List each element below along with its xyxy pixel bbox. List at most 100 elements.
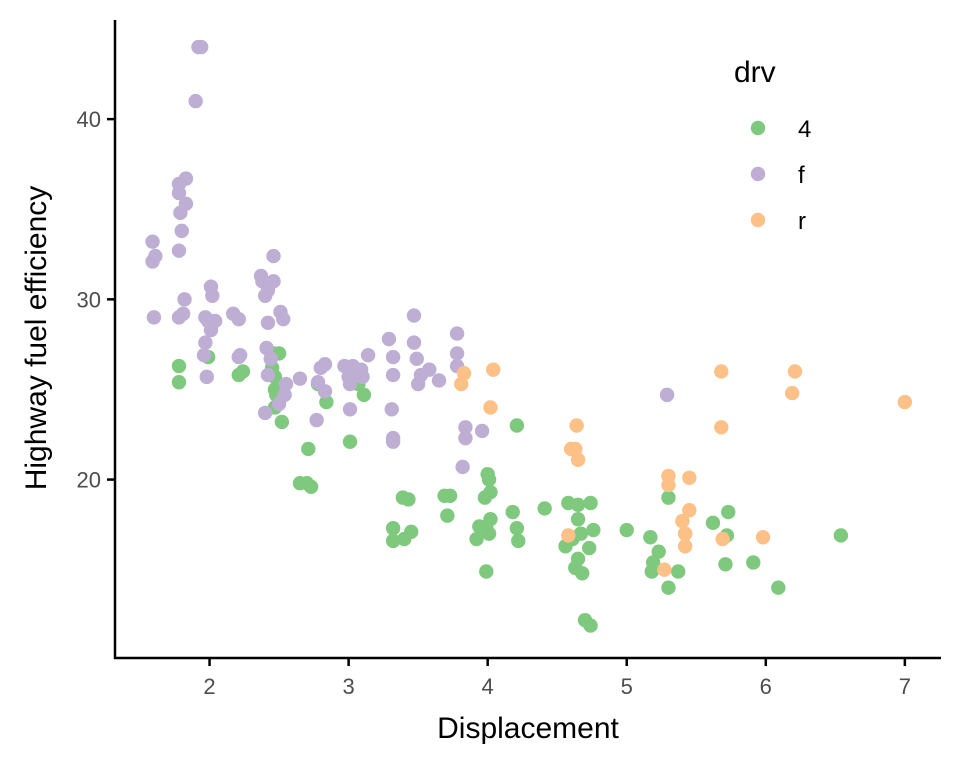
data-point-drv-4 bbox=[643, 530, 658, 545]
legend-label: r bbox=[798, 208, 806, 235]
x-tick-label: 3 bbox=[342, 674, 354, 699]
data-point-drv-4 bbox=[537, 501, 552, 516]
data-point-drv-4 bbox=[442, 488, 458, 503]
data-point-drv-f bbox=[385, 367, 401, 383]
data-point-drv-r bbox=[714, 420, 729, 435]
legend-title: drv bbox=[734, 56, 776, 89]
data-point-drv-r bbox=[714, 364, 729, 379]
data-point-drv-4 bbox=[481, 472, 497, 487]
data-point-drv-r bbox=[682, 503, 697, 518]
data-point-drv-r bbox=[682, 470, 697, 485]
data-point-drv-4 bbox=[319, 394, 334, 410]
data-point-drv-4 bbox=[401, 492, 416, 507]
data-point-drv-4 bbox=[403, 524, 419, 540]
data-point-drv-4 bbox=[583, 495, 598, 511]
data-point-drv-4 bbox=[171, 358, 187, 374]
data-point-drv-f bbox=[177, 292, 192, 307]
data-point-drv-f bbox=[422, 362, 437, 377]
data-point-drv-4 bbox=[481, 526, 497, 541]
data-point-drv-4 bbox=[705, 515, 721, 531]
x-tick-label: 6 bbox=[760, 674, 772, 699]
data-point-drv-f bbox=[171, 185, 187, 201]
points-layer bbox=[145, 39, 913, 633]
data-point-drv-4 bbox=[342, 434, 358, 449]
data-point-drv-f bbox=[458, 430, 473, 446]
data-point-drv-r bbox=[483, 400, 498, 415]
data-point-drv-f bbox=[145, 234, 160, 249]
data-point-drv-4 bbox=[644, 564, 659, 579]
y-tick-label: 40 bbox=[77, 107, 101, 132]
data-point-drv-4 bbox=[303, 479, 319, 494]
legend: drv 4 fr bbox=[734, 56, 811, 235]
data-point-drv-f bbox=[431, 373, 447, 388]
data-point-drv-f bbox=[360, 348, 376, 363]
data-point-drv-f bbox=[194, 39, 209, 55]
data-point-drv-4 bbox=[570, 497, 586, 513]
y-tick-label: 30 bbox=[77, 287, 101, 312]
data-point-drv-f bbox=[207, 313, 223, 329]
data-point-drv-r bbox=[897, 394, 913, 410]
data-point-drv-r bbox=[755, 530, 771, 545]
data-point-drv-4 bbox=[483, 512, 498, 527]
data-point-drv-f bbox=[406, 308, 422, 323]
data-point-drv-f bbox=[659, 387, 675, 403]
data-point-drv-f bbox=[260, 283, 276, 298]
y-axis-title: Highway fuel efficiency bbox=[20, 186, 53, 491]
data-point-drv-f bbox=[292, 371, 308, 386]
data-point-drv-4 bbox=[586, 522, 601, 538]
data-point-drv-4 bbox=[575, 566, 590, 581]
x-axis-ticks: 2 3 4 5 6 7 bbox=[203, 658, 911, 699]
data-point-drv-4 bbox=[619, 522, 634, 538]
data-point-drv-4 bbox=[581, 540, 597, 556]
data-point-drv-r bbox=[661, 477, 676, 493]
data-point-drv-r bbox=[561, 528, 576, 543]
data-point-drv-4 bbox=[670, 564, 686, 579]
data-point-drv-4 bbox=[477, 490, 493, 505]
data-point-drv-f bbox=[198, 335, 213, 350]
data-point-drv-4 bbox=[509, 521, 525, 536]
data-point-drv-4 bbox=[661, 580, 676, 595]
data-point-drv-r bbox=[715, 531, 730, 547]
data-point-drv-4 bbox=[385, 533, 401, 549]
data-point-drv-f bbox=[455, 459, 470, 475]
data-point-drv-4 bbox=[479, 564, 494, 579]
data-point-drv-4 bbox=[718, 557, 733, 572]
data-point-drv-4 bbox=[301, 441, 316, 457]
data-point-drv-r bbox=[677, 539, 693, 554]
data-point-drv-r bbox=[570, 452, 586, 467]
data-point-drv-r bbox=[563, 441, 579, 457]
data-point-drv-r bbox=[454, 376, 469, 392]
data-point-drv-f bbox=[260, 367, 276, 383]
legend-key-drv-f bbox=[750, 166, 766, 182]
data-point-drv-f bbox=[146, 310, 162, 325]
data-point-drv-f bbox=[385, 434, 401, 449]
data-point-drv-f bbox=[277, 387, 292, 403]
data-point-drv-4 bbox=[171, 375, 187, 390]
data-point-drv-f bbox=[381, 331, 397, 347]
data-point-drv-f bbox=[231, 349, 246, 365]
data-point-drv-f bbox=[276, 311, 291, 327]
legend-key-drv-4 bbox=[750, 120, 766, 136]
data-point-drv-f bbox=[449, 326, 465, 341]
data-point-drv-4 bbox=[721, 504, 736, 520]
data-point-drv-4 bbox=[509, 418, 525, 433]
x-tick-label: 4 bbox=[482, 674, 494, 699]
data-point-drv-f bbox=[351, 364, 366, 379]
x-tick-label: 2 bbox=[203, 674, 215, 699]
data-point-drv-r bbox=[787, 364, 803, 379]
data-point-drv-f bbox=[231, 311, 246, 327]
data-point-drv-4 bbox=[661, 490, 676, 505]
data-point-drv-4 bbox=[235, 364, 251, 379]
data-point-drv-4 bbox=[469, 531, 484, 547]
data-point-drv-f bbox=[259, 340, 274, 356]
data-point-drv-r bbox=[486, 362, 501, 377]
y-axis-ticks: 20 30 40 bbox=[77, 107, 115, 493]
data-point-drv-f bbox=[188, 93, 203, 109]
data-point-drv-4 bbox=[771, 580, 786, 595]
data-point-drv-f bbox=[173, 205, 188, 221]
data-point-drv-r bbox=[675, 513, 690, 529]
data-point-drv-4 bbox=[583, 618, 598, 633]
data-point-drv-f bbox=[278, 376, 294, 392]
x-tick-label: 7 bbox=[899, 674, 911, 699]
